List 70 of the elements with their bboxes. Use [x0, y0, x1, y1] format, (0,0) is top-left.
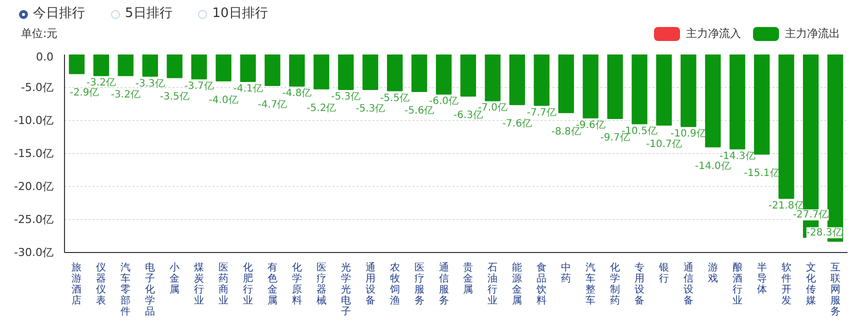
text: 5日排行: [124, 5, 172, 23]
data-label: -10.7亿: [646, 139, 682, 150]
x-tick-label: 医疗服务: [414, 262, 424, 306]
data-label: -7.7亿: [526, 107, 556, 118]
y-tick-label: -15.0亿: [14, 147, 54, 160]
x-tick-label: 银行: [658, 262, 669, 284]
data-label: -3.2亿: [86, 78, 116, 89]
data-label: -4.8亿: [282, 88, 312, 100]
data-label: -5.6亿: [404, 105, 434, 116]
y-tick-label: -5.0亿: [21, 81, 54, 94]
x-tick-label: 化肥行业: [243, 262, 254, 306]
x-tick-label: 旅游酒店: [72, 262, 82, 306]
data-label: -4.1亿: [233, 84, 263, 95]
data-label: -5.5亿: [380, 92, 410, 104]
data-label: -6.0亿: [429, 96, 459, 108]
x-tick-label: 中药: [561, 262, 572, 284]
x-tick-label: 贵金属: [463, 262, 474, 296]
data-label: -14.0亿: [694, 160, 731, 172]
y-axis-title: 单位:元: [20, 26, 58, 42]
text: 10日排行: [211, 5, 268, 23]
data-label: -7.6亿: [502, 118, 532, 130]
legend-item: 主力净流入: [654, 26, 741, 42]
data-label: -3.3亿: [135, 78, 165, 90]
x-tick-label: 化学制药: [610, 262, 620, 306]
legend-item: 主力净流出: [753, 26, 840, 42]
data-label: -14.3亿: [719, 150, 756, 162]
data-label: -9.7亿: [600, 132, 630, 144]
data-label: -3.2亿: [110, 90, 140, 101]
x-tick-label: 化学原料: [292, 262, 302, 306]
x-tick-label: 汽车整车: [586, 262, 596, 306]
x-tick-label: 光学光电子: [340, 262, 351, 318]
x-tick-label: 酿酒行业: [732, 262, 742, 306]
data-label: -4.7亿: [258, 100, 288, 111]
data-label: -5.3亿: [331, 91, 361, 102]
x-tick-label: 食品饮料: [536, 262, 547, 306]
x-tick-label: 互联网服务: [830, 262, 840, 318]
data-label: -5.3亿: [356, 103, 386, 114]
x-tick-label: 汽车零部件: [120, 262, 131, 318]
x-tick-label: 游戏: [708, 262, 718, 284]
x-tick-label: 农牧饲渔: [388, 262, 400, 306]
x-tick-label: 医疗器械: [316, 262, 326, 306]
data-label: -3.7亿: [184, 80, 214, 92]
x-tick-label: 专用设备: [634, 262, 645, 306]
y-tick-label: -25.0亿: [14, 213, 54, 226]
data-label: -4.0亿: [208, 94, 238, 106]
y-tick-label: 0.0: [36, 50, 54, 64]
x-tick-label: 小金属: [170, 262, 180, 296]
x-tick-label: 电子化学品: [145, 262, 156, 318]
data-label: -3.5亿: [160, 92, 190, 103]
y-tick-label: -20.0亿: [14, 180, 54, 193]
y-tick-label: -10.0亿: [14, 114, 54, 127]
x-tick-label: 软件开发: [781, 262, 792, 306]
data-label: -6.3亿: [453, 110, 483, 122]
data-label: -8.8亿: [551, 126, 581, 138]
x-tick-label: 仪器仪表: [96, 262, 106, 306]
data-label: -2.9亿: [70, 88, 100, 99]
data-label: -5.2亿: [306, 102, 336, 114]
x-tick-label: 通信设备: [683, 262, 694, 306]
x-tick-label: 通用设备: [365, 262, 376, 306]
x-tick-label: 能源金属: [512, 262, 522, 306]
x-tick-label: 半导体: [756, 262, 767, 296]
x-tick-label: 文化传媒: [806, 262, 816, 306]
y-tick-label: -30.0亿: [14, 246, 54, 259]
x-tick-label: 通信服务: [438, 262, 449, 306]
x-tick-label: 有色金属: [267, 262, 278, 306]
x-tick-label: 石油行业: [488, 262, 498, 306]
text: 今日排行: [32, 5, 85, 23]
x-tick-label: 医药商业: [218, 262, 229, 306]
x-tick-label: 煤炭行业: [194, 262, 204, 306]
data-label: -27.7亿: [792, 209, 829, 220]
